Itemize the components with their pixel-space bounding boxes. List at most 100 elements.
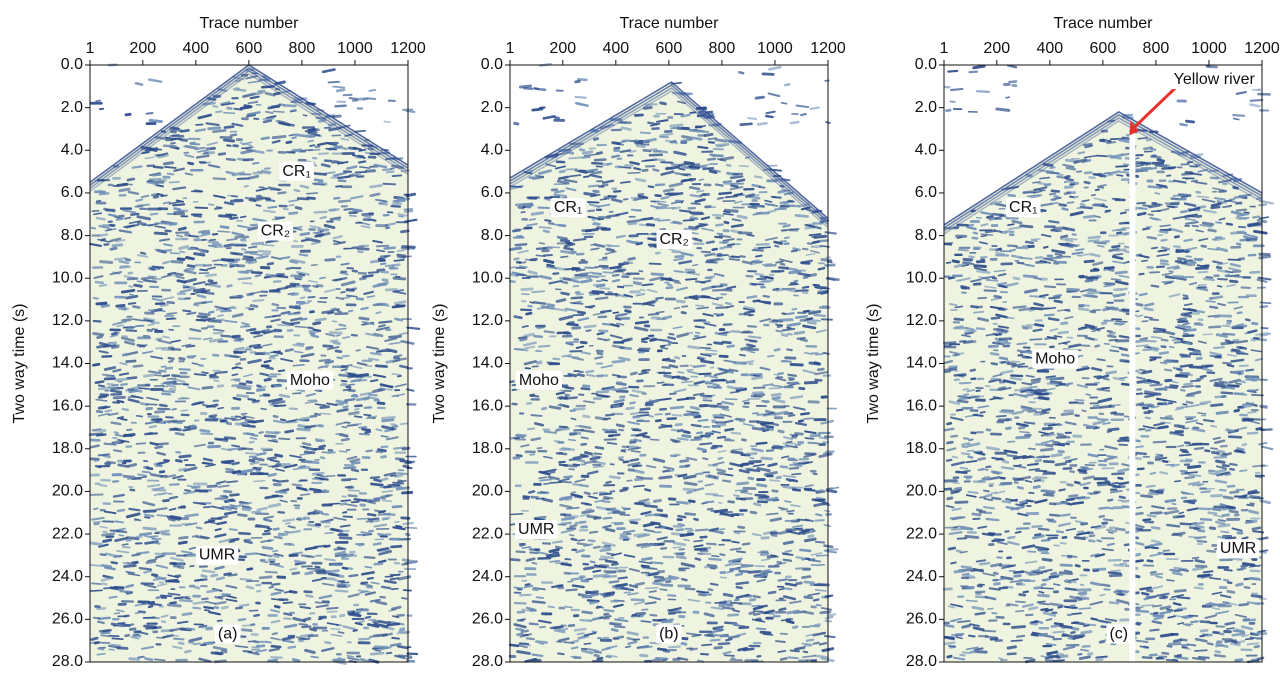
seismic-event [598,658,602,659]
seismic-event [606,415,613,416]
seismic-event [947,423,951,424]
seismic-event [401,256,411,257]
seismic-event [310,333,314,334]
seismic-event [570,535,574,536]
seismic-event [792,474,801,475]
seismic-event [527,313,531,314]
seismic-event [790,480,794,481]
seismic-event [204,643,213,644]
seismic-event [588,202,599,203]
seismic-event [545,260,553,262]
seismic-event [792,309,796,310]
seismic-event [292,294,297,295]
seismic-event [138,223,145,225]
seismic-event [815,315,826,316]
seismic-event [517,275,527,276]
seismic-event [639,196,647,198]
seismic-event [165,316,172,317]
y-tick-label: 12.0 [472,312,503,329]
seismic-event [724,594,732,595]
seismic-event [296,419,303,420]
seismic-event [605,614,609,615]
seismic-event [309,636,317,637]
seismic-event [273,304,279,305]
seismic-event [637,146,644,147]
seismic-event [273,465,281,466]
seismic-event [178,259,184,260]
seismic-event [179,542,186,543]
seismic-event [246,554,256,555]
seismic-event [603,430,613,432]
seismic-event [726,196,737,197]
seismic-event [175,597,183,598]
seismic-event [517,349,527,350]
seismic-event [320,360,330,361]
seismic-event [103,630,111,631]
seismic-event [343,356,349,357]
seismic-event [529,272,536,274]
seismic-event [705,375,708,376]
seismic-event [173,375,180,376]
seismic-event [238,387,250,389]
seismic-event [313,129,318,130]
seismic-event [335,106,345,107]
seismic-event [391,546,401,547]
seismic-event [699,594,705,595]
seismic-event [164,146,176,147]
seismic-event [186,598,190,599]
seismic-event [693,265,698,266]
annotation: UMR [518,521,554,538]
seismic-event [339,201,350,202]
seismic-event [812,237,816,238]
seismic-event [715,602,726,603]
seismic-event [569,440,576,441]
seismic-event [805,438,813,439]
seismic-event [566,242,570,243]
seismic-event [730,259,740,260]
seismic-event [264,353,269,354]
seismic-event [272,646,280,647]
seismic-event [377,246,388,247]
seismic-event [342,427,346,428]
seismic-event [113,370,120,372]
seismic-event [209,446,220,447]
seismic-event [307,193,318,194]
seismic-event [569,158,581,159]
seismic-event [647,225,653,226]
seismic-event [701,537,707,538]
seismic-event [134,635,141,636]
seismic-event [303,443,310,444]
seismic-event [689,347,700,348]
seismic-event [295,326,306,327]
seismic-event [266,642,270,643]
seismic-event [356,350,360,351]
seismic-event [273,141,280,143]
seismic-event [402,231,409,232]
seismic-event [651,206,657,207]
seismic-event [257,591,260,592]
seismic-event [969,457,973,458]
seismic-event [670,366,677,368]
seismic-event [545,220,550,221]
seismic-event [164,244,172,245]
seismic-event [740,627,748,628]
seismic-event [292,110,295,111]
seismic-event [796,316,807,317]
seismic-event [357,375,368,376]
seismic-event [736,574,742,575]
seismic-event [354,630,357,631]
seismic-event [301,233,309,234]
seismic-event [376,366,386,367]
seismic-event [572,281,578,282]
seismic-event [308,328,313,329]
seismic-event [784,588,791,589]
seismic-event [698,358,703,359]
seismic-event [682,312,685,313]
seismic-event [198,295,205,297]
seismic-event [705,614,713,616]
seismic-event [750,599,754,600]
seismic-event [594,191,598,192]
seismic-event [540,627,545,628]
seismic-event [94,522,101,523]
seismic-event [712,380,724,381]
